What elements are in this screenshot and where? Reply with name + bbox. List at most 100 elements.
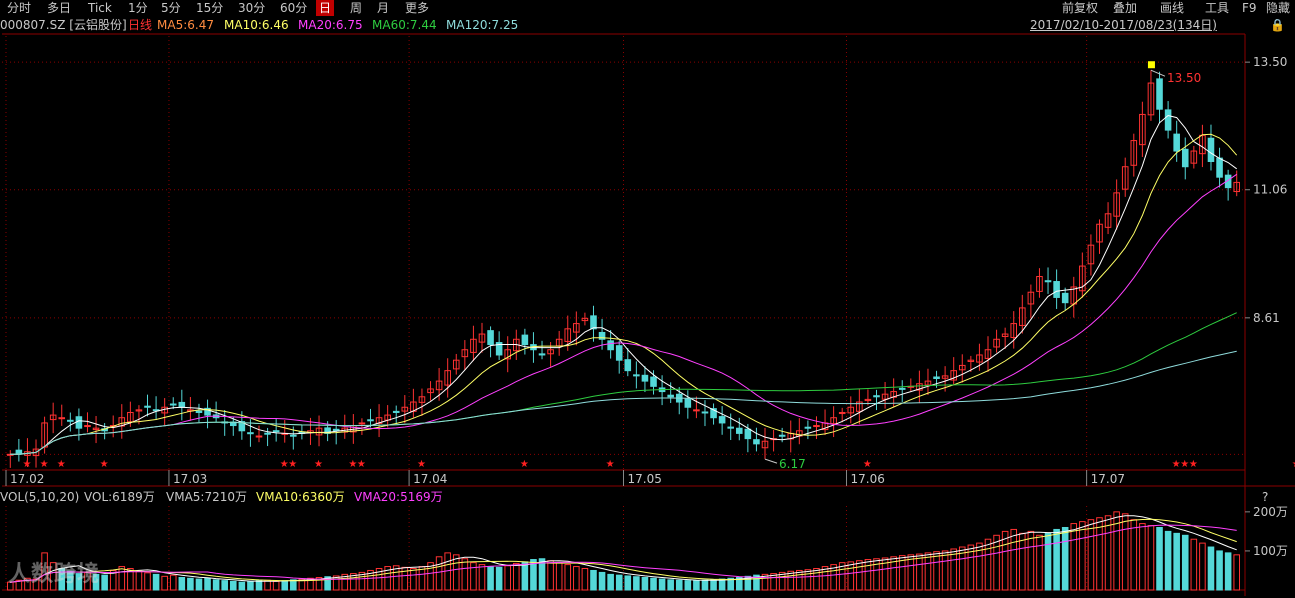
tab-weekly[interactable]: 周 [350, 1, 363, 15]
tab-fenshi[interactable]: 分时 [7, 1, 32, 15]
volume-bar [92, 573, 100, 591]
tools-button[interactable]: 工具 [1205, 1, 1230, 15]
candle-body [1181, 148, 1189, 168]
volume-bar [684, 580, 692, 591]
candle-body [1087, 244, 1095, 265]
candle-body [461, 349, 469, 358]
candle-body [144, 405, 151, 408]
volume-bar [15, 579, 23, 591]
high-marker-square [1147, 61, 1155, 69]
lock-icon[interactable]: 🔒 [1270, 18, 1285, 32]
candle-body [607, 340, 614, 351]
candle-body [444, 370, 451, 386]
adjust-button[interactable]: 前复权 [1062, 1, 1099, 15]
tab-monthly[interactable]: 月 [377, 1, 390, 15]
candle-body [255, 435, 263, 438]
signal-star-icon: ★ [1180, 459, 1189, 470]
f9-button[interactable]: F9 [1242, 1, 1257, 15]
volume-bar [487, 566, 494, 591]
tab-more[interactable]: 更多 [405, 1, 430, 15]
candle-body [358, 422, 366, 425]
tab-multi-day[interactable]: 多日 [47, 1, 72, 15]
volume-bar [590, 569, 597, 591]
signal-star-icon: ★ [348, 459, 357, 470]
overlay-button[interactable]: 叠加 [1113, 1, 1138, 15]
candle-body [247, 432, 254, 435]
volume-bar [555, 562, 563, 591]
candle-body [941, 375, 949, 379]
volume-bar [272, 580, 280, 591]
volume-bar [127, 568, 134, 591]
volume-bar [658, 578, 666, 591]
volume-bar [1027, 530, 1035, 591]
date-tick-label: 17.04 [413, 472, 447, 486]
signal-star-icon: ★ [280, 459, 289, 470]
signal-star-icon: ★ [57, 459, 66, 470]
volume-bar [993, 534, 1000, 591]
candle-body [290, 434, 297, 437]
volume-bar [367, 569, 374, 591]
watermark-logo: 人数跨境 [8, 562, 101, 587]
tab-1min[interactable]: 1分 [128, 1, 148, 15]
volume-bar [924, 552, 932, 591]
volume-bar [624, 575, 632, 591]
candle-body [478, 333, 486, 343]
volume-bar [796, 569, 803, 591]
volume-bar [564, 564, 572, 591]
candle-body [367, 419, 374, 422]
candle-body [427, 388, 434, 394]
ma5-label: MA5:6.47 [157, 18, 214, 32]
signal-star-icon: ★ [288, 459, 297, 470]
vma5-value: VMA5:7210万 [166, 490, 247, 504]
candle-body [830, 417, 837, 425]
ma120-label: MA120:7.25 [446, 18, 519, 32]
tab-daily[interactable]: 日 [316, 0, 335, 16]
candle-body [864, 398, 872, 402]
volume-bar [392, 565, 400, 591]
tab-tick[interactable]: Tick [88, 1, 112, 15]
help-icon[interactable]: ? [1262, 490, 1269, 504]
candle-body [470, 338, 477, 353]
price-tick-label: 11.06 [1253, 183, 1287, 197]
candle-body [195, 410, 203, 413]
volume-bar [958, 546, 966, 591]
volume-bar [1010, 528, 1018, 591]
volume-bar [1233, 554, 1240, 591]
date-range[interactable]: 2017/02/10-2017/08/23(134日) [1030, 18, 1217, 32]
volume-bar [298, 578, 306, 591]
ma10-line [10, 133, 1238, 455]
volume-bar [118, 566, 126, 591]
volume-bar [358, 571, 366, 591]
candle-body [504, 349, 512, 360]
tab-30min[interactable]: 30分 [238, 1, 266, 15]
volume-bar [1036, 534, 1043, 591]
tab-5min[interactable]: 5分 [161, 1, 181, 15]
candle-body [710, 408, 717, 419]
volume-bar [916, 553, 923, 591]
volume-bar [1044, 532, 1052, 591]
volume-bar [307, 577, 314, 591]
candle-body [564, 328, 572, 342]
tab-60min[interactable]: 60分 [280, 1, 308, 15]
tab-15min[interactable]: 15分 [196, 1, 224, 15]
candle-body [615, 345, 623, 361]
hide-button[interactable]: 隐藏 [1266, 1, 1291, 15]
volume-bar [521, 561, 529, 591]
volume-bar [161, 575, 168, 591]
candle-body [169, 403, 177, 406]
draw-button[interactable]: 画线 [1160, 1, 1185, 15]
volume-tick-label: 200万 [1253, 505, 1288, 519]
price-tick-label: 8.61 [1253, 311, 1280, 325]
volume-bar [315, 576, 323, 591]
signal-star-icon: ★ [520, 459, 529, 470]
candle-body [916, 383, 923, 391]
candle-body [933, 376, 940, 379]
vol-label: VOL(5,10,20) [0, 490, 80, 504]
candle-body [84, 425, 91, 428]
volume-bar [350, 573, 357, 591]
volume-bar [144, 572, 151, 591]
candle-body [847, 406, 855, 414]
volume-bar [1096, 517, 1103, 591]
volume-bar [1164, 530, 1172, 591]
